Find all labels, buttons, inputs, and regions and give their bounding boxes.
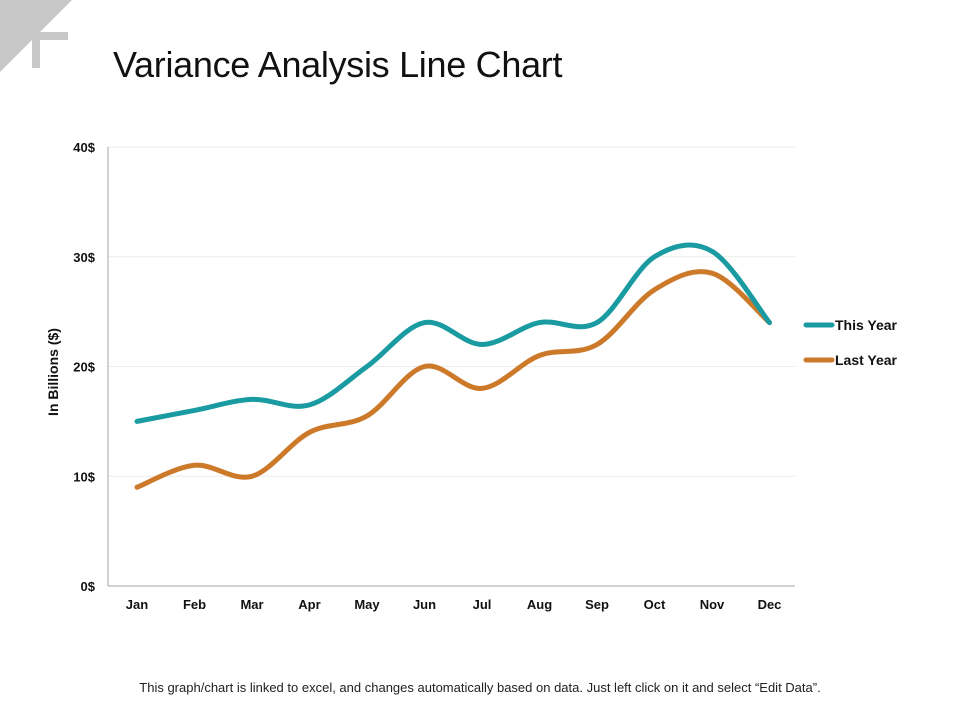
x-tick-label: Mar xyxy=(240,597,263,612)
x-tick-label: Jan xyxy=(126,597,148,612)
page-title: Variance Analysis Line Chart xyxy=(113,44,563,85)
y-tick-label: 30$ xyxy=(73,250,95,265)
y-tick-label: 10$ xyxy=(73,469,95,484)
chart-legend[interactable]: This Year Last Year xyxy=(803,317,898,368)
footer-note: This graph/chart is linked to excel, and… xyxy=(139,680,821,695)
y-tick-labels: 0$ 10$ 20$ 30$ 40$ xyxy=(73,140,95,594)
legend-label: Last Year xyxy=(835,352,898,368)
x-tick-label: May xyxy=(354,597,380,612)
x-tick-label: Jun xyxy=(413,597,436,612)
x-tick-label: Oct xyxy=(644,597,666,612)
legend-item-this-year[interactable]: This Year xyxy=(803,317,898,333)
chart-series xyxy=(134,242,772,490)
y-tick-label: 20$ xyxy=(73,360,95,375)
x-tick-label: Dec xyxy=(758,597,782,612)
x-tick-label: Nov xyxy=(700,597,725,612)
chart-grid xyxy=(108,146,795,477)
line-chart: 0$ 10$ 20$ 30$ 40$ Jan Feb Mar Apr May Jun Jul Aug S… xyxy=(45,140,898,612)
y-tick-label: 0$ xyxy=(81,579,96,594)
series-line-this-year xyxy=(134,242,772,424)
chart-axes xyxy=(107,147,795,587)
legend-label: This Year xyxy=(835,317,898,333)
x-tick-label: Aug xyxy=(527,597,552,612)
x-tick-label: Sep xyxy=(585,597,609,612)
series-line-last-year xyxy=(134,269,772,490)
legend-item-last-year[interactable]: Last Year xyxy=(803,352,898,368)
y-tick-label: 40$ xyxy=(73,140,95,155)
x-tick-label: Jul xyxy=(473,597,492,612)
x-tick-label: Apr xyxy=(298,597,320,612)
y-axis-label: In Billions ($) xyxy=(45,328,61,416)
x-tick-label: Feb xyxy=(183,597,206,612)
x-tick-labels: Jan Feb Mar Apr May Jun Jul Aug Sep Oct Nov Dec xyxy=(126,597,782,612)
corner-decoration xyxy=(0,0,72,72)
